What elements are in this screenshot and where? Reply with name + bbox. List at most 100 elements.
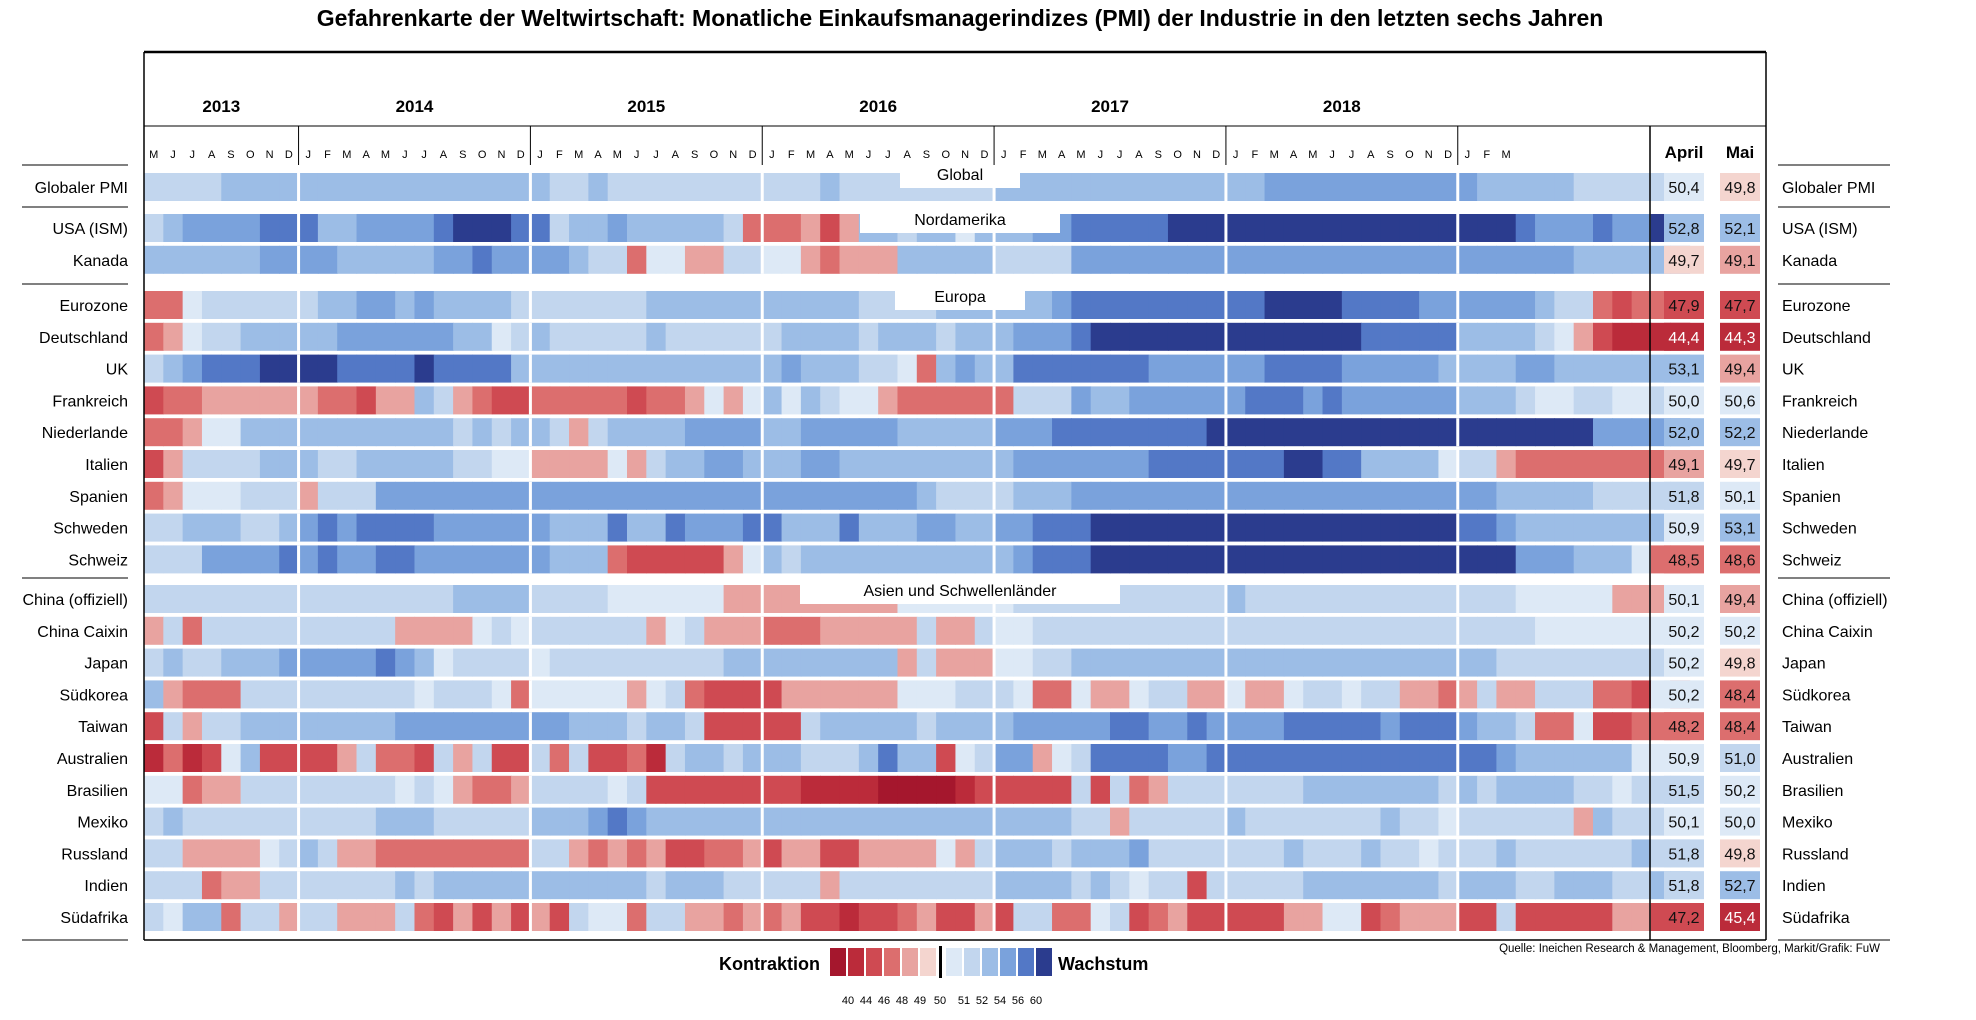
heatmap-cell <box>781 775 802 804</box>
heatmap-cell <box>1438 322 1459 351</box>
heatmap-cell <box>684 871 705 900</box>
heatmap-cell <box>259 616 280 645</box>
heatmap-cell <box>1593 386 1613 415</box>
heatmap-cell <box>569 807 589 836</box>
heatmap-cell <box>1535 245 1555 274</box>
heatmap-cell <box>530 418 551 447</box>
heatmap-cell <box>1535 450 1555 478</box>
heatmap-cell <box>1071 903 1092 931</box>
heatmap-cell <box>472 807 493 836</box>
heatmap-cell <box>549 545 570 574</box>
legend-swatch-growth <box>1036 948 1052 976</box>
heatmap-cell <box>511 680 531 709</box>
mai-value-cell <box>1720 450 1760 478</box>
heatmap-cell <box>820 903 841 931</box>
heatmap-cell <box>1361 871 1382 900</box>
heatmap-cell <box>1090 680 1111 709</box>
heatmap-cell <box>607 903 628 931</box>
heatmap-cell <box>1245 807 1266 836</box>
heatmap-cell <box>820 775 841 804</box>
heatmap-cell <box>1071 450 1092 478</box>
heatmap-cell <box>742 322 763 351</box>
heatmap-cell <box>337 616 358 645</box>
heatmap-cell <box>1148 871 1169 900</box>
heatmap-cell <box>221 871 242 900</box>
row-label-left: China Caixin <box>37 624 128 641</box>
mai-value-cell <box>1720 807 1760 836</box>
heatmap-cell <box>1090 386 1111 415</box>
heatmap-cell <box>916 712 937 741</box>
heatmap-cell <box>723 839 744 868</box>
mai-value: 49,8 <box>1724 846 1755 863</box>
month-tick: N <box>266 149 274 161</box>
heatmap-cell <box>1225 775 1246 804</box>
heatmap-cell <box>163 744 184 772</box>
mai-value-cell <box>1720 386 1760 415</box>
heatmap-cell <box>221 481 242 510</box>
heatmap-cell <box>1593 839 1613 868</box>
heatmap-cell <box>511 616 531 645</box>
row-label-right: Deutschland <box>1782 330 1871 347</box>
heatmap-cell <box>1071 744 1092 772</box>
heatmap-cell <box>627 616 647 645</box>
heatmap-cell <box>1052 418 1072 447</box>
heatmap-cell <box>182 775 203 804</box>
heatmap-cell <box>607 744 628 772</box>
heatmap-cell <box>1071 386 1092 415</box>
heatmap-cell <box>1380 839 1401 868</box>
heatmap-cell <box>569 712 589 741</box>
column-header-mai: Mai <box>1726 143 1754 162</box>
april-value: 47,9 <box>1668 298 1699 315</box>
heatmap-cell <box>1535 291 1555 319</box>
month-tick: M <box>806 149 815 161</box>
heatmap-cell <box>201 513 222 542</box>
heatmap-cell <box>1593 513 1613 542</box>
heatmap-cell <box>1206 585 1227 613</box>
heatmap-cell <box>588 173 609 201</box>
heatmap-cell <box>569 418 589 447</box>
heatmap-cell <box>1496 903 1517 931</box>
heatmap-cell <box>201 712 222 741</box>
heatmap-cell <box>259 418 280 447</box>
heatmap-cell <box>1032 648 1053 677</box>
heatmap-cell <box>356 214 377 242</box>
heatmap-cell <box>1052 322 1072 351</box>
heatmap-cell <box>279 354 300 383</box>
heatmap-cell <box>1013 450 1034 478</box>
april-value-cell <box>1664 712 1704 741</box>
month-tick: S <box>923 149 930 161</box>
heatmap-cell <box>897 545 918 574</box>
heatmap-cell <box>1515 648 1536 677</box>
legend-tick-label: 52 <box>976 995 988 1007</box>
heatmap-cell <box>1322 418 1343 447</box>
heatmap-cell <box>627 291 647 319</box>
heatmap-cell <box>1631 744 1652 772</box>
heatmap-cell <box>1399 680 1420 709</box>
heatmap-cell <box>1245 291 1266 319</box>
heatmap-cell <box>1032 680 1053 709</box>
heatmap-cell <box>337 712 358 741</box>
heatmap-cell <box>1129 354 1150 383</box>
heatmap-cell <box>665 807 686 836</box>
heatmap-cell <box>1573 648 1594 677</box>
heatmap-cell <box>1013 775 1034 804</box>
heatmap-cell <box>1361 386 1382 415</box>
heatmap-cell <box>1380 903 1401 931</box>
heatmap-cell <box>1554 903 1575 931</box>
heatmap-cell <box>742 585 763 613</box>
heatmap-cell <box>182 807 203 836</box>
heatmap-cell <box>395 354 416 383</box>
heatmap-cell <box>549 807 570 836</box>
heatmap-cell <box>356 648 377 677</box>
heatmap-cell <box>1573 513 1594 542</box>
heatmap-cell <box>1322 648 1343 677</box>
heatmap-cell <box>588 513 609 542</box>
heatmap-cell <box>1380 322 1401 351</box>
heatmap-cell <box>317 839 338 868</box>
heatmap-cell <box>646 245 667 274</box>
heatmap-cell <box>1264 616 1285 645</box>
heatmap-cell <box>511 744 531 772</box>
heatmap-cell <box>1457 450 1478 478</box>
april-value: 50,1 <box>1668 815 1699 832</box>
heatmap-cell <box>1593 648 1613 677</box>
